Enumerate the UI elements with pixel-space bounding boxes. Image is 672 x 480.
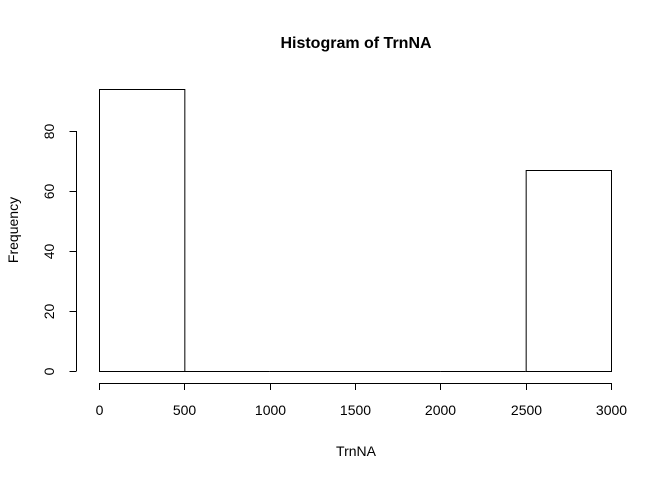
x-tick-label-2500: 2500 <box>511 402 542 418</box>
y-axis: 0 20 40 60 80 <box>41 124 77 375</box>
y-tick-label-80: 80 <box>41 124 57 140</box>
x-tick-label-500: 500 <box>173 402 197 418</box>
x-tick-label-1000: 1000 <box>255 402 286 418</box>
bars-group <box>99 89 613 372</box>
histogram-bar-2500-3000 <box>525 170 613 372</box>
x-axis: 0 500 1000 1500 2000 2500 3000 <box>96 383 627 418</box>
x-tick-label-1500: 1500 <box>340 402 371 418</box>
x-tick-label-2000: 2000 <box>425 402 456 418</box>
x-tick-label-3000: 3000 <box>596 402 627 418</box>
y-tick-label-20: 20 <box>41 304 57 320</box>
histogram-bar-0-500 <box>99 89 186 372</box>
x-axis-label: TrnNA <box>336 443 377 459</box>
y-tick-label-60: 60 <box>41 184 57 200</box>
x-tick-label-0: 0 <box>96 402 104 418</box>
chart-title: Histogram of TrnNA <box>280 35 432 52</box>
y-tick-label-40: 40 <box>41 244 57 260</box>
y-tick-label-0: 0 <box>41 367 57 375</box>
y-axis-label: Frequency <box>5 197 21 263</box>
